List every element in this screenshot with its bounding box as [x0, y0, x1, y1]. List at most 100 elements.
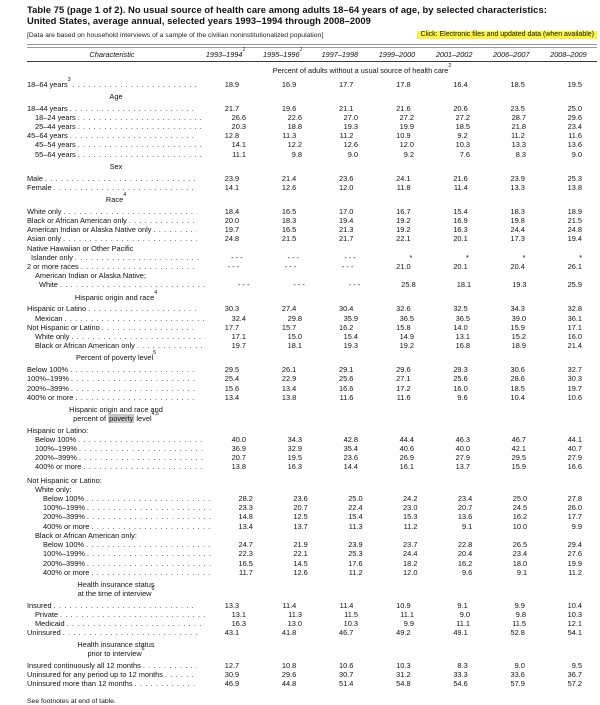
value-cell: 29.5: [511, 453, 526, 463]
dot-leader: . . . . . . . . . . . . . . . . . . . . …: [86, 503, 213, 513]
row-label: Not Hispanic or Latino: [27, 322, 100, 332]
table-row: Hispanic or Latino. . . . . . . . . . . …: [27, 304, 597, 313]
value-cell: 19.6: [281, 103, 297, 113]
table-row: American Indian or Alaska Native only. .…: [27, 225, 597, 234]
table-row: 100%–199%. . . . . . . . . . . . . . . .…: [27, 374, 597, 383]
note-row: [Data are based on household interviews …: [27, 30, 597, 39]
value-cell: 14.0: [453, 322, 468, 332]
value-cell: 8.3: [515, 149, 526, 159]
value-cell: 9.6: [457, 392, 468, 402]
value-cell: 23.9: [510, 173, 525, 183]
footnote-marker: 2: [448, 62, 452, 69]
dot-leader: . . . . . . . . . . . . . . . . . . . . …: [53, 182, 197, 192]
value-cell: 24.7: [238, 540, 253, 550]
table-row: Private. . . . . . . . . . . . . . . . .…: [27, 610, 597, 619]
footnote-marker: 3: [67, 76, 71, 83]
heading-text: Hispanic origin and race and: [69, 405, 163, 415]
value-cell: 16.4: [453, 79, 468, 89]
value-cell: 13.8: [567, 182, 582, 192]
value-cell: 13.8: [231, 462, 246, 472]
value-cell: 8.3: [457, 660, 468, 670]
heading-text: Health insurance status: [77, 579, 155, 589]
value-cell: - - -: [287, 252, 300, 262]
search-highlight: poverty: [108, 413, 135, 423]
row-label-cell: Hispanic or Latino:: [27, 426, 197, 435]
value-cell: 29.5: [224, 365, 240, 375]
row-label-cell: Hispanic or Latino. . . . . . . . . . . …: [27, 304, 197, 313]
value-cell: 9.0: [347, 149, 358, 159]
row-label: Below 100%: [43, 540, 85, 550]
row-label: 200%–399%: [35, 453, 77, 463]
row-label-cell: Uninsured more than 12 months. . . . . .…: [27, 679, 197, 688]
value-cell: 40.7: [567, 444, 582, 454]
heading-text: level: [134, 413, 152, 423]
value-cell: 9.8: [515, 609, 526, 619]
value-cell: 30.4: [339, 304, 354, 314]
value-cell: 16.3: [231, 618, 246, 628]
value-cell: 23.4: [457, 494, 473, 504]
dot-leader: . . . . . . . . . . . . . . . . . . . . …: [142, 660, 197, 670]
column-header-characteristic: Characteristic: [89, 49, 135, 59]
value-cell: 14.1: [224, 182, 240, 192]
value-cell: 25.0: [348, 494, 363, 504]
value-cell: 57.9: [510, 679, 525, 689]
value-cell: 17.0: [339, 206, 354, 216]
value-cell: 30.3: [224, 304, 240, 314]
value-cell: 20.1: [453, 262, 468, 272]
value-cell: 36.9: [231, 444, 246, 454]
top-rule: [27, 43, 597, 48]
table-row: 400% or more. . . . . . . . . . . . . . …: [27, 522, 597, 531]
value-cell: 17.1: [231, 332, 246, 342]
value-cell: 35.9: [343, 313, 358, 323]
row-label: Private: [35, 609, 59, 619]
table-row: Insured. . . . . . . . . . . . . . . . .…: [27, 601, 597, 610]
value-cell: 17.7: [224, 322, 240, 332]
value-cell: 23.6: [343, 453, 358, 463]
value-cell: 25.3: [567, 173, 582, 183]
value-cell: 13.7: [455, 462, 470, 472]
footnote-marker: 1: [299, 46, 303, 53]
row-label: Male: [27, 173, 44, 183]
section-heading-line: Race4: [27, 192, 205, 205]
value-cell: 11.4: [282, 600, 297, 610]
row-label-cell: 18–64 years3. . . . . . . . . . . . . . …: [27, 76, 197, 89]
value-cell: 46.9: [224, 679, 240, 689]
row-label-cell: Uninsured for any period up to 12 months…: [27, 670, 197, 679]
value-cell: 16.9: [281, 79, 297, 89]
value-cell: 15.4: [453, 206, 468, 216]
dot-leader: . . . . . . . . . . . . . . . . . . . . …: [70, 383, 197, 393]
value-cell: 24.4: [510, 225, 525, 235]
row-label-cell: Native Hawaiian or Other Pacific: [27, 244, 197, 253]
value-cell: 16.5: [281, 206, 297, 216]
value-cell: 18.5: [510, 79, 525, 89]
row-label: 18–44 years: [27, 103, 68, 113]
value-cell: 44.1: [567, 434, 582, 444]
value-cell: 23.3: [238, 503, 253, 513]
value-cell: 17.6: [348, 558, 363, 568]
value-cell: 34.3: [287, 434, 302, 444]
value-cell: 19.3: [343, 341, 358, 351]
row-label: Below 100%: [35, 434, 77, 444]
value-cell: 32.7: [567, 365, 582, 375]
row-label-cell: 45–64 years. . . . . . . . . . . . . . .…: [27, 131, 197, 140]
footnote-marker: 1: [242, 46, 246, 53]
value-cell: 15.8: [396, 322, 411, 332]
value-cell: 46.3: [455, 434, 470, 444]
value-cell: 13.1: [455, 332, 470, 342]
row-label-cell: American Indian or Alaska Native only. .…: [27, 225, 197, 234]
row-label-cell: Insured. . . . . . . . . . . . . . . . .…: [27, 601, 197, 610]
heading-text: Race: [105, 195, 124, 205]
row-label-cell: Private. . . . . . . . . . . . . . . . .…: [27, 610, 205, 619]
value-cell: 20.3: [231, 122, 246, 131]
value-cell: 40.0: [455, 444, 470, 454]
row-label: Not Hispanic or Latino:: [27, 475, 102, 485]
value-cell: 24.4: [403, 549, 418, 559]
value-cell: 23.6: [293, 494, 308, 504]
footnote-marker: 5: [153, 350, 157, 357]
table-row: 45–64 years. . . . . . . . . . . . . . .…: [27, 131, 597, 140]
value-cell: 11.3: [348, 521, 363, 531]
electronic-files-link[interactable]: Click: Electronic files and updated data…: [417, 30, 597, 39]
value-cell: 19.5: [567, 79, 582, 89]
value-cell: 44.8: [281, 679, 297, 689]
table-row: Not Hispanic or Latino. . . . . . . . . …: [27, 323, 597, 332]
